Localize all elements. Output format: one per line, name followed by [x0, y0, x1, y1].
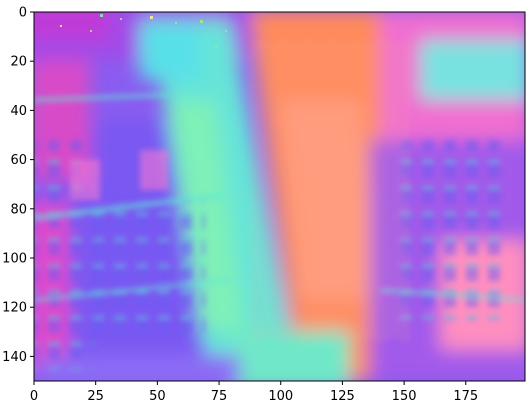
y-tick-label: 40 — [10, 104, 27, 119]
y-tick-label: 80 — [10, 202, 27, 217]
x-tick-label: 25 — [87, 389, 104, 404]
plot-frame — [33, 11, 526, 382]
y-tick-label: 20 — [10, 55, 27, 70]
x-tick-label: 50 — [149, 389, 166, 404]
x-tick-label: 150 — [392, 389, 417, 404]
x-axis: 0 25 50 75 100 125 150 175 — [30, 381, 478, 404]
x-tick-label: 0 — [30, 389, 38, 404]
x-tick-label: 100 — [268, 389, 293, 404]
y-tick-label: 0 — [19, 6, 27, 21]
y-tick-label: 120 — [2, 301, 27, 316]
y-tick-label: 140 — [2, 350, 27, 365]
x-tick-label: 125 — [330, 389, 355, 404]
y-tick-label: 60 — [10, 153, 27, 168]
y-axis: 0 20 40 60 80 100 120 140 — [2, 6, 34, 365]
x-tick-label: 175 — [453, 389, 478, 404]
y-tick-label: 100 — [2, 252, 27, 267]
normal-map-image — [34, 12, 525, 381]
x-tick-label: 75 — [211, 389, 228, 404]
